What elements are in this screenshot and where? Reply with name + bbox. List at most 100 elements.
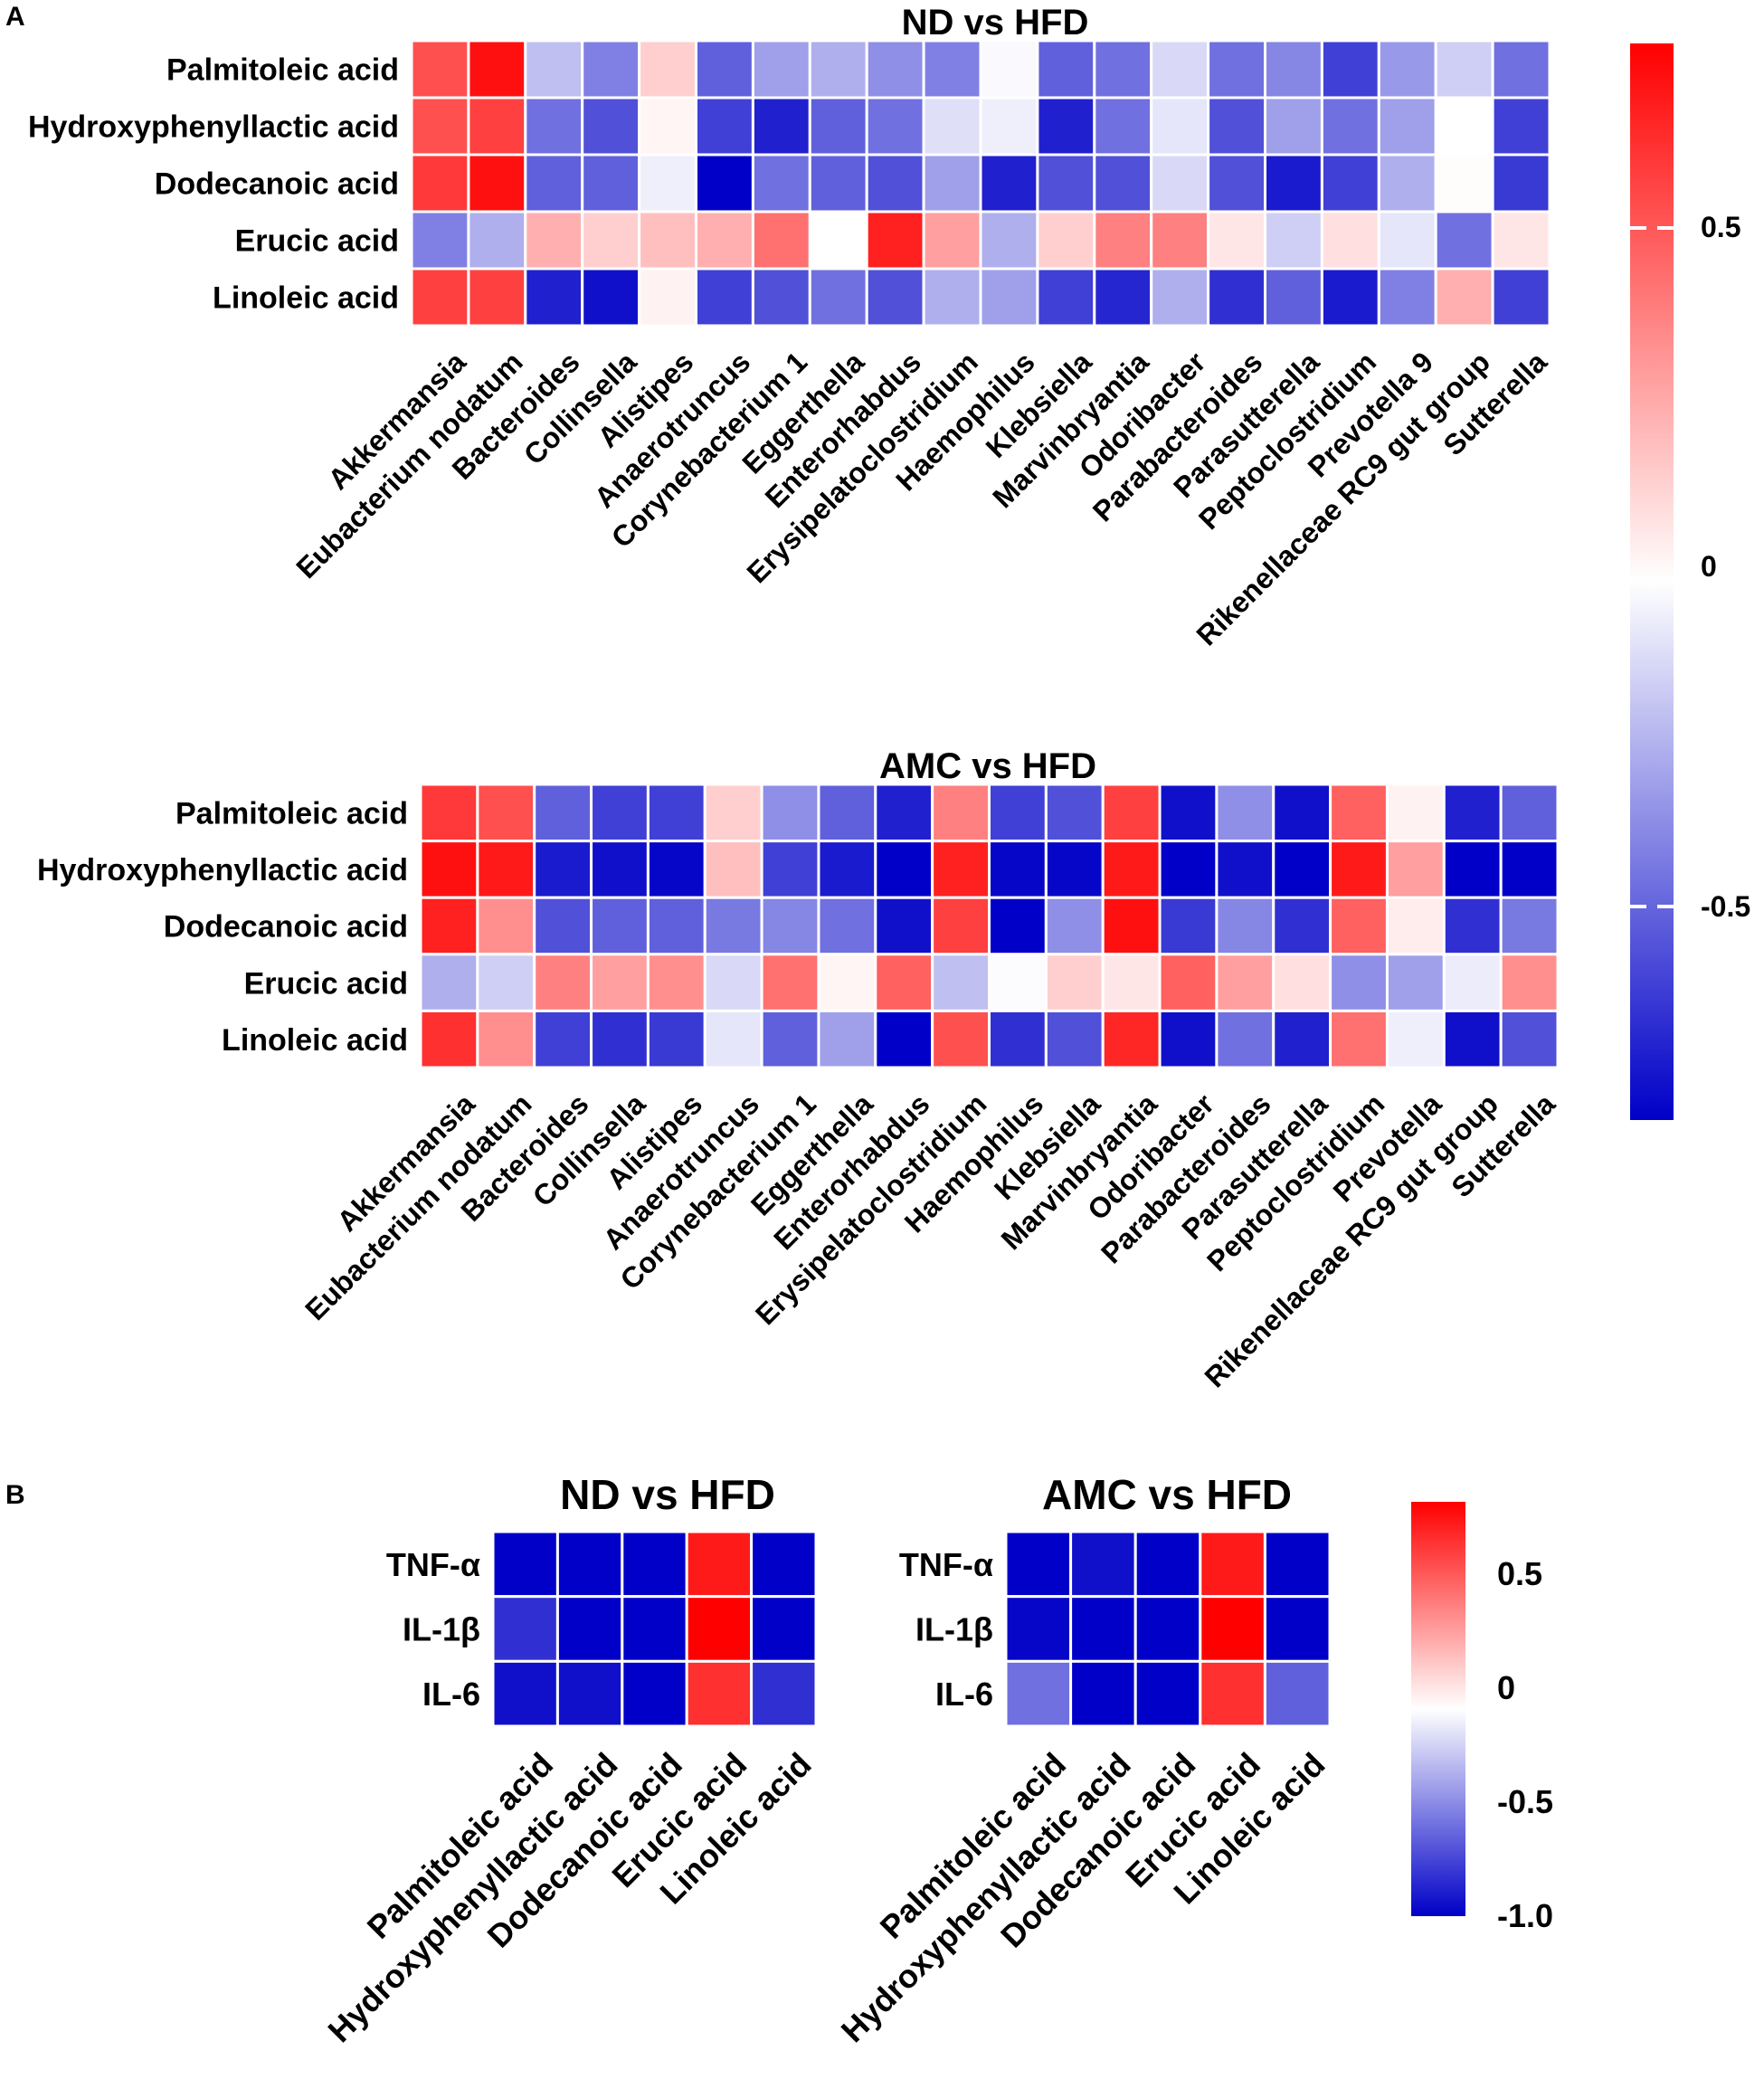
column-label: Hydroxyphenyllactic acid xyxy=(834,1745,1138,2049)
heatmap-cell xyxy=(979,267,1039,328)
heatmap-cell xyxy=(922,153,982,214)
heatmap-cell xyxy=(621,1530,688,1599)
heatmap-cell xyxy=(1158,896,1219,956)
heatmap-cell xyxy=(817,1009,877,1069)
heatmap-cell xyxy=(750,1595,818,1663)
heatmap-cell xyxy=(931,783,991,843)
heatmap-cell xyxy=(1133,1595,1202,1663)
heatmap-cell xyxy=(1491,96,1551,157)
heatmap-cell xyxy=(581,267,641,328)
heatmap-cell xyxy=(817,840,877,899)
heatmap-cell xyxy=(685,1595,754,1663)
heatmap-cell xyxy=(703,896,763,956)
heatmap-cell xyxy=(760,783,820,843)
heatmap-cell xyxy=(760,953,820,1012)
heatmap-b-amc-title: AMC vs HFD xyxy=(1042,1471,1292,1518)
heatmap-a-amc-cells xyxy=(419,783,1560,1069)
heatmap-cell xyxy=(533,1009,593,1069)
heatmap-cell xyxy=(703,840,763,899)
heatmap-cell xyxy=(808,267,868,328)
heatmap-cell xyxy=(1150,96,1210,157)
heatmap-cell xyxy=(1499,1009,1560,1069)
heatmap-cell xyxy=(931,840,991,899)
heatmap-cell xyxy=(1264,39,1323,100)
heatmap-cell xyxy=(1329,1009,1389,1069)
heatmap-a-amc-title: AMC vs HFD xyxy=(879,746,1096,786)
colorbar-b-tick-label: -1.0 xyxy=(1497,1897,1553,1934)
heatmap-cell xyxy=(410,267,470,328)
heatmap-cell xyxy=(1320,96,1380,157)
heatmap-cell xyxy=(646,1009,707,1069)
heatmap-cell xyxy=(638,267,697,328)
heatmap-cell xyxy=(817,953,877,1012)
heatmap-cell xyxy=(1434,210,1494,271)
colorbar-a-gradient xyxy=(1630,43,1674,1120)
heatmap-cell xyxy=(467,39,527,100)
heatmap-cell xyxy=(695,210,754,271)
heatmap-cell xyxy=(1199,1530,1266,1599)
heatmap-cell xyxy=(621,1595,688,1663)
heatmap-cell xyxy=(874,953,934,1012)
heatmap-cell xyxy=(419,953,479,1012)
heatmap-cell xyxy=(865,153,925,214)
heatmap-cell xyxy=(988,896,1048,956)
heatmap-cell xyxy=(1199,1595,1266,1663)
colorbar-a: 0.5 0 -0.5 xyxy=(1630,43,1750,1120)
heatmap-cell xyxy=(410,96,470,157)
heatmap-cell xyxy=(703,953,763,1012)
heatmap-cell xyxy=(922,39,982,100)
heatmap-cell xyxy=(1272,1009,1332,1069)
heatmap-cell xyxy=(1377,210,1437,271)
heatmap-cell xyxy=(695,39,754,100)
heatmap-cell xyxy=(703,783,763,843)
heatmap-cell xyxy=(524,153,584,214)
heatmap-cell xyxy=(1133,1530,1202,1599)
heatmap-cell xyxy=(590,840,650,899)
heatmap-cell xyxy=(467,153,527,214)
heatmap-cell xyxy=(931,1009,991,1069)
column-label: Hydroxyphenyllactic acid xyxy=(320,1745,624,2049)
heatmap-cell xyxy=(979,96,1039,157)
heatmap-cell xyxy=(1044,783,1105,843)
heatmap-cell xyxy=(751,39,811,100)
heatmap-cell xyxy=(1093,210,1153,271)
heatmap-cell xyxy=(1442,1009,1503,1069)
heatmap-cell xyxy=(1272,840,1332,899)
heatmap-cell xyxy=(590,896,650,956)
heatmap-cell xyxy=(865,210,925,271)
heatmap-cell xyxy=(1377,39,1437,100)
heatmap-cell xyxy=(1215,896,1276,956)
heatmap-cell xyxy=(555,1530,624,1599)
row-label: IL-1β xyxy=(915,1610,993,1647)
column-label: Eubacterium nodatum xyxy=(289,346,528,584)
row-label: Palmitoleic acid xyxy=(175,797,408,831)
heatmap-cell xyxy=(1442,840,1503,899)
row-label: Dodecanoic acid xyxy=(164,910,408,945)
heatmap-cell xyxy=(491,1595,559,1663)
heatmap-cell xyxy=(1272,896,1332,956)
heatmap-cell xyxy=(1101,840,1162,899)
heatmap-cell xyxy=(1158,953,1219,1012)
heatmap-cell xyxy=(685,1530,754,1599)
heatmap-cell xyxy=(1207,210,1266,271)
heatmap-cell xyxy=(1320,39,1380,100)
heatmap-cell xyxy=(533,783,593,843)
heatmap-cell xyxy=(817,783,877,843)
heatmap-cell xyxy=(1329,840,1389,899)
heatmap-cell xyxy=(1069,1530,1137,1599)
heatmap-a-nd-cells xyxy=(410,39,1551,328)
heatmap-cell xyxy=(524,267,584,328)
heatmap-cell xyxy=(1264,267,1323,328)
heatmap-cell xyxy=(865,267,925,328)
heatmap-a-nd-row-labels: Palmitoleic acid Hydroxyphenyllactic acid… xyxy=(28,53,399,316)
heatmap-cell xyxy=(491,1530,559,1599)
heatmap-cell xyxy=(751,210,811,271)
heatmap-cell xyxy=(1150,210,1210,271)
heatmap-cell xyxy=(874,1009,934,1069)
heatmap-cell xyxy=(1069,1595,1137,1663)
heatmap-cell xyxy=(419,1009,479,1069)
heatmap-cell xyxy=(1385,840,1446,899)
